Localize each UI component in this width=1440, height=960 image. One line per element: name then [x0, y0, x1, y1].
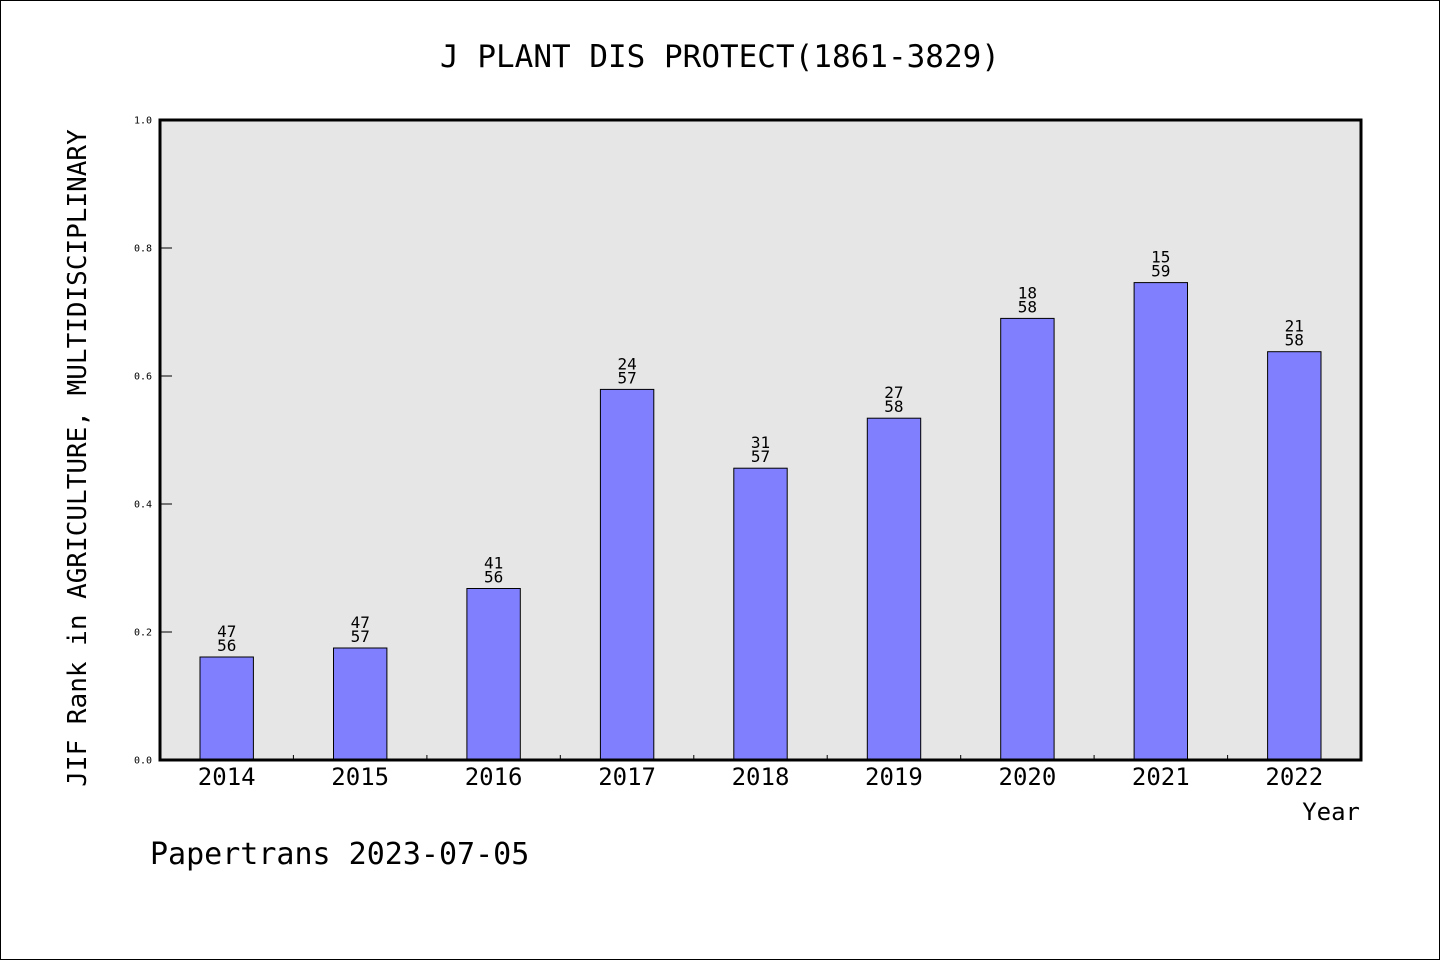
footer-watermark: Papertrans 2023-07-05 — [150, 837, 529, 872]
x-tick-label-2015: 2015 — [331, 763, 389, 791]
chart-title: J PLANT DIS PROTECT(1861-3829) — [440, 39, 1000, 75]
bar-2018 — [733, 467, 788, 761]
x-tick-label-2022: 2022 — [1265, 763, 1323, 791]
data-label-rank-2018: 31 — [751, 433, 770, 452]
bar-2022 — [1267, 351, 1322, 761]
x-tick-label-2018: 2018 — [732, 763, 790, 791]
x-tick-label-2020: 2020 — [999, 763, 1057, 791]
data-label-total-2022: 58 — [1285, 331, 1304, 350]
data-label-rank-2019: 27 — [884, 383, 903, 402]
x-tick-label-2021: 2021 — [1132, 763, 1190, 791]
x-axis-ticks: 2014 2015 2016 2017 2018 2019 2020 2021 2022 — [198, 755, 1323, 791]
y-tick-label-5: 1.0 — [134, 116, 152, 127]
data-label-total-2018: 57 — [751, 447, 770, 466]
x-axis-label: Year — [1302, 798, 1360, 826]
y-tick-label-0: 0.0 — [134, 756, 152, 767]
x-tick-label-2019: 2019 — [865, 763, 923, 791]
y-tick-label-3: 0.6 — [134, 372, 152, 383]
data-label-rank-2016: 41 — [484, 554, 503, 573]
y-tick-label-2: 0.4 — [134, 500, 152, 511]
x-tick-label-2014: 2014 — [198, 763, 256, 791]
data-label-total-2014: 56 — [217, 636, 236, 655]
bar-2016 — [466, 588, 521, 761]
x-tick-label-2016: 2016 — [465, 763, 523, 791]
data-label-total-2015: 57 — [351, 627, 370, 646]
data-label-rank-2020: 18 — [1018, 283, 1037, 302]
bar-2015 — [333, 647, 388, 761]
bar-2021 — [1133, 282, 1188, 761]
y-axis-label: JIF Rank in AGRICULTURE, MULTIDISCIPLINA… — [63, 129, 93, 787]
data-label-rank-2022: 21 — [1285, 317, 1304, 336]
data-label-total-2021: 59 — [1151, 262, 1170, 281]
data-label-total-2016: 56 — [484, 568, 503, 587]
y-tick-label-4: 0.8 — [134, 244, 152, 255]
data-label-rank-2014: 47 — [217, 622, 236, 641]
data-label-rank-2021: 15 — [1151, 248, 1170, 267]
data-label-rank-2015: 47 — [351, 613, 370, 632]
plot-border — [158, 118, 1363, 762]
data-label-total-2017: 57 — [617, 368, 636, 387]
bar-2019 — [866, 417, 922, 761]
bar-2020 — [1000, 317, 1055, 761]
bar-2014 — [199, 656, 254, 761]
data-label-total-2019: 58 — [884, 397, 903, 416]
data-label-total-2020: 58 — [1018, 297, 1037, 316]
x-tick-label-2017: 2017 — [598, 763, 656, 791]
bar-2017 — [599, 388, 655, 761]
y-tick-label-1: 0.2 — [134, 628, 152, 639]
data-label-rank-2017: 24 — [617, 354, 636, 373]
bars-layer — [199, 282, 1322, 761]
